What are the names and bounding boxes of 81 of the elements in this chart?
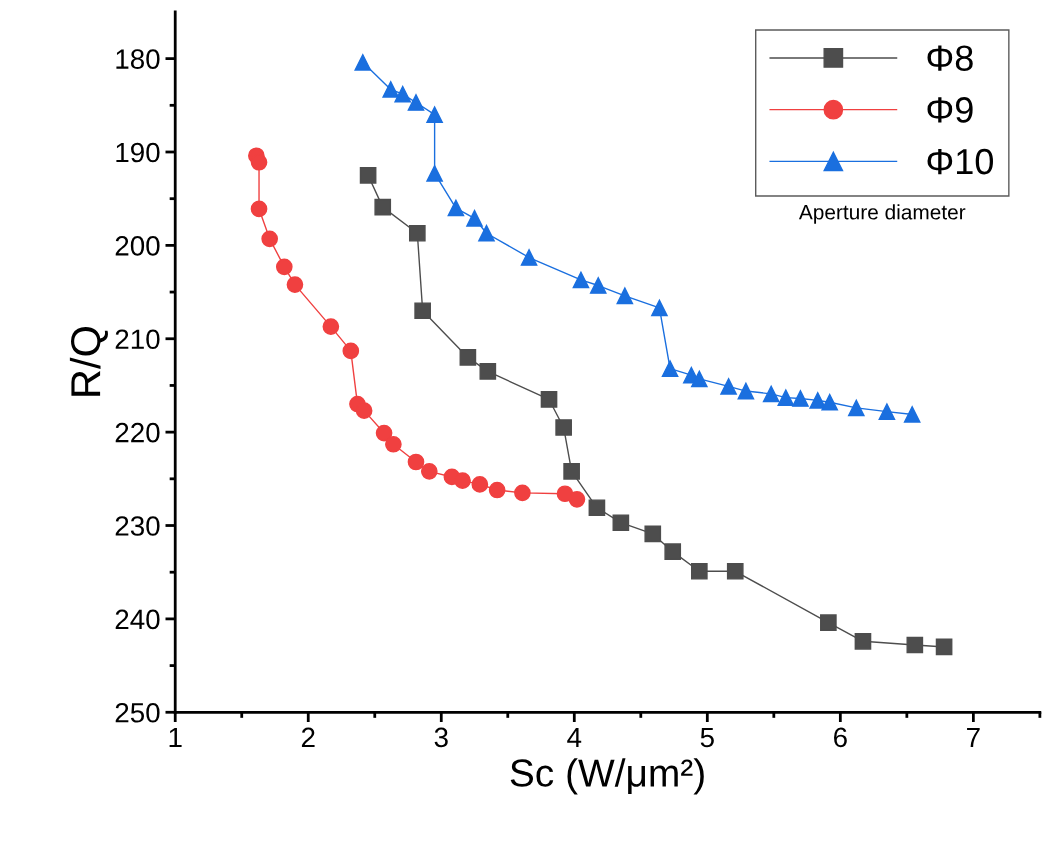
y-tick-label: 230: [115, 516, 160, 536]
point: [726, 562, 744, 580]
point: [644, 525, 662, 543]
x-tick-label: 7: [967, 727, 980, 747]
point: [878, 403, 896, 420]
point: [250, 200, 268, 218]
point: [847, 399, 865, 417]
point: [540, 391, 558, 408]
point: [588, 499, 606, 517]
point: [821, 393, 839, 411]
point: [589, 277, 607, 294]
point: [903, 406, 921, 423]
point: [355, 402, 373, 419]
legend-title: Aperture diameter: [798, 204, 966, 224]
point: [354, 54, 372, 71]
point: [408, 224, 426, 242]
point: [572, 271, 590, 289]
y-tick-label: 210: [115, 329, 160, 350]
point: [820, 614, 837, 631]
point: [906, 636, 924, 654]
x-tick-label: 2: [301, 727, 315, 747]
y-tick-label: 220: [115, 422, 160, 443]
x-axis-title: Sc (W/μm²): [510, 758, 704, 795]
point: [935, 638, 953, 656]
y-tick-label: 250: [115, 702, 160, 723]
point: [407, 94, 425, 111]
legend-label: Φ9: [927, 97, 973, 123]
y-tick-label: 200: [115, 236, 160, 256]
point: [737, 382, 755, 400]
point: [459, 349, 477, 366]
point: [385, 435, 402, 453]
point: [488, 481, 506, 499]
point: [471, 476, 489, 493]
point: [407, 453, 425, 471]
point: [555, 419, 572, 436]
point: [394, 85, 412, 103]
x-tick-label: 5: [700, 727, 714, 748]
point: [466, 209, 483, 227]
point: [261, 230, 279, 248]
legend-label: Φ10: [927, 148, 993, 175]
point: [568, 491, 586, 508]
x-tick-label: 4: [567, 727, 582, 747]
point: [514, 484, 531, 502]
point: [414, 302, 431, 320]
point: [664, 543, 682, 560]
point: [275, 258, 293, 276]
point: [420, 463, 438, 480]
x-tick-label: 6: [834, 727, 847, 748]
point: [382, 81, 400, 98]
point: [342, 342, 360, 360]
point: [375, 424, 393, 442]
point: [563, 463, 580, 480]
point: [479, 363, 497, 380]
point: [478, 224, 495, 242]
point: [616, 287, 634, 305]
point: [426, 106, 443, 123]
point: [661, 360, 679, 377]
y-axis-title: R/Q: [69, 327, 108, 396]
point: [690, 370, 708, 388]
y-tick-label: 190: [116, 142, 160, 163]
point: [792, 390, 809, 407]
point: [286, 276, 304, 293]
point: [520, 249, 538, 266]
point: [720, 378, 737, 395]
point: [690, 562, 708, 580]
point: [777, 389, 795, 406]
point: [762, 385, 780, 403]
legend-label: Φ8: [927, 45, 973, 71]
y-tick-label: 240: [115, 609, 160, 630]
x-tick-label: 1: [169, 727, 182, 747]
point: [359, 167, 377, 184]
y-tick-label: 180: [116, 49, 160, 69]
point: [426, 165, 443, 182]
point: [454, 472, 471, 490]
x-tick-label: 3: [434, 727, 448, 748]
point: [612, 514, 630, 532]
point: [322, 318, 340, 335]
point: [651, 299, 668, 317]
point: [374, 198, 392, 216]
point: [854, 632, 872, 650]
point: [447, 199, 465, 217]
